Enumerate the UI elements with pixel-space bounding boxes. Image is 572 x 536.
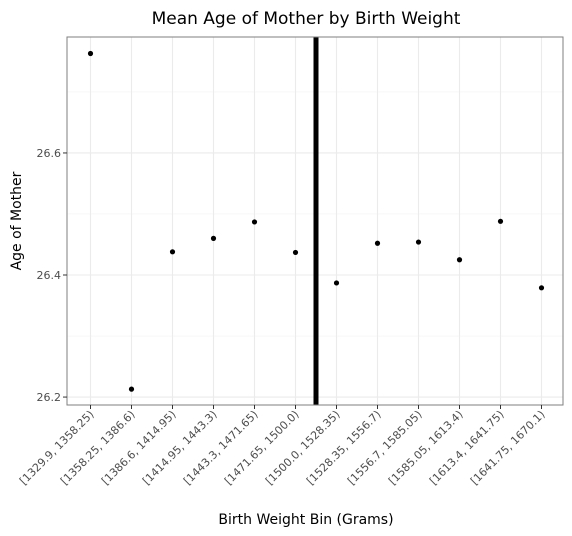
x-tick-label: [1613.4, 1641.75)	[427, 408, 507, 488]
plot-border	[66, 36, 564, 406]
x-tick-label: [1528.35, 1556.7)	[304, 408, 384, 488]
x-tick-label: [1358.25, 1386.6)	[58, 408, 138, 488]
x-tick-label: [1329.9, 1358.25)	[17, 408, 97, 488]
y-axis-title: Age of Mother	[9, 171, 25, 270]
x-axis-title: Birth Weight Bin (Grams)	[218, 512, 393, 528]
data-point	[210, 235, 217, 241]
x-tick-label: [1443.3, 1471.65)	[181, 408, 261, 488]
x-tick-label: [1641.75, 1670.1)	[468, 408, 548, 488]
x-tick-label: [1585.05, 1613.4)	[386, 408, 466, 488]
data-point	[87, 50, 94, 57]
y-tick-label: 26.4	[37, 269, 62, 282]
data-point	[456, 257, 463, 263]
data-point	[374, 240, 381, 246]
x-axis: [1329.9, 1358.25)[1358.25, 1386.6)[1386.…	[17, 405, 548, 488]
y-tick-label: 26.2	[37, 391, 62, 404]
data-point	[169, 249, 176, 255]
x-tick-label: [1414.95, 1443.3)	[140, 408, 220, 488]
data-point	[333, 280, 340, 286]
x-tick-label: [1556.7, 1585.05)	[345, 408, 425, 488]
data-point	[497, 218, 504, 224]
y-axis: 26.2 26.4 26.6	[37, 147, 67, 404]
y-tick-label: 26.6	[37, 147, 62, 160]
data-points	[87, 50, 545, 392]
data-point	[292, 249, 299, 256]
chart-title: Mean Age of Mother by Birth Weight	[152, 9, 461, 29]
x-tick-label: [1500.0, 1528.35)	[263, 408, 343, 488]
data-point	[538, 285, 545, 291]
x-tick-label: [1386.6, 1414.95)	[99, 408, 179, 488]
x-tick-label: [1471.65, 1500.0)	[222, 408, 302, 488]
data-point	[415, 239, 422, 245]
data-point	[128, 386, 135, 392]
data-point	[251, 219, 258, 225]
